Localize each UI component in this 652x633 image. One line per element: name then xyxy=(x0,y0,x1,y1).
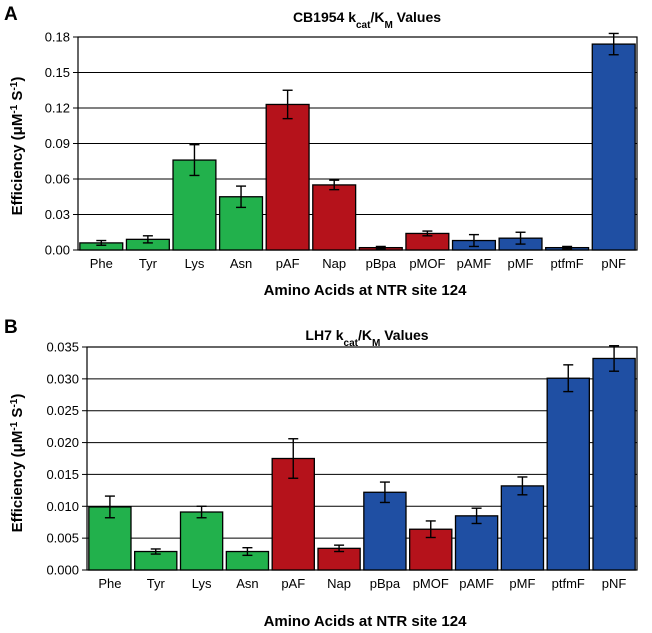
panel-a-category-label: Nap xyxy=(322,256,346,271)
panel-a-category-label: pNF xyxy=(601,256,626,271)
panel-b-y-tick-label: 0.000 xyxy=(46,563,79,578)
panel-b-category-label: Tyr xyxy=(147,576,166,591)
panel-b-letter: B xyxy=(4,317,18,338)
panel-a-title: CB1954 kcat/KM Values xyxy=(293,9,441,31)
panel-b-bar-lys xyxy=(179,511,224,571)
panel-a-category-label: pAF xyxy=(276,256,300,271)
panel-b-x-axis-label: Amino Acids at NTR site 124 xyxy=(264,613,467,630)
panel-b-category-label: Asn xyxy=(236,576,258,591)
panel-a-y-tick-label: 0.06 xyxy=(45,172,70,187)
panel-a-category-label: pMOF xyxy=(409,256,445,271)
panel-a-category-label: pAMF xyxy=(457,256,492,271)
panel-a-y-tick-label: 0.12 xyxy=(45,101,70,116)
panel-b-plot-area: 0.000 0.005 0.010 0.015 0.020 0.025 0.030 0.035… xyxy=(46,340,638,591)
panel-b-y-tick-label: 0.035 xyxy=(46,340,79,355)
panel-b-y-tick-label: 0.025 xyxy=(46,403,79,418)
panel-b-y-tick-label: 0.015 xyxy=(46,467,79,482)
panel-a-category-label: pBpa xyxy=(366,256,397,271)
panel-a-category-label: ptfmF xyxy=(551,256,584,271)
panel-a-x-axis-label: Amino Acids at NTR site 124 xyxy=(264,282,467,299)
panel-b-bar-pnf xyxy=(592,357,636,571)
panel-b-bar-ptfmf xyxy=(546,377,590,571)
panel-b-y-tick-label: 0.020 xyxy=(46,435,79,450)
panel-b-category-label: Nap xyxy=(327,576,351,591)
panel-b-category-label: pBpa xyxy=(370,576,401,591)
panel-b-y-axis-label: Efficiency (μM-1 S-1) xyxy=(9,394,27,533)
panel-b-category-label: Lys xyxy=(192,576,212,591)
panel-b-category-label: pMOF xyxy=(413,576,449,591)
panel-a-category-label: Asn xyxy=(230,256,252,271)
panel-b-category-label: pAF xyxy=(281,576,305,591)
panel-a-y-tick-label: 0.18 xyxy=(45,30,70,45)
panel-b-category-label: pAMF xyxy=(459,576,494,591)
panel-a-bar-paf xyxy=(265,103,310,251)
panel-a-bar-pnf xyxy=(591,43,636,251)
panel-b-plot-frame xyxy=(86,346,638,571)
panel-a-category-label: pMF xyxy=(508,256,534,271)
panel-b-bar-pbpa xyxy=(363,491,407,571)
panel-a: A CB1954 kcat/KM Values Efficiency (μM-1… xyxy=(4,4,638,299)
panel-a-y-axis-label: Efficiency (μM-1 S-1) xyxy=(9,77,27,216)
panel-a-category-label: Lys xyxy=(185,256,205,271)
panel-b-bar-pmf xyxy=(500,485,545,571)
panel-a-category-label: Phe xyxy=(90,256,113,271)
panel-b-bar-pamf xyxy=(454,515,499,571)
panel-a-y-tick-label: 0.00 xyxy=(45,243,70,258)
panel-a-y-tick-label: 0.09 xyxy=(45,136,70,151)
panel-a-bar-lys xyxy=(172,159,217,251)
panel-b-y-tick-label: 0.010 xyxy=(46,499,79,514)
panel-a-plot-frame xyxy=(77,36,638,251)
panel-b-y-tick-label: 0.005 xyxy=(46,531,79,546)
panel-b-y-tick-label: 0.030 xyxy=(46,371,79,386)
panel-a-bar-nap xyxy=(312,184,357,251)
panel-b: B LH7 kcat/KM Values Efficiency (μM-1 S-… xyxy=(4,317,638,630)
panel-b-category-label: pMF xyxy=(509,576,535,591)
panel-a-letter: A xyxy=(4,4,18,25)
panel-a-category-label: Tyr xyxy=(139,256,158,271)
panel-a-plot-area: 0.00 0.03 0.06 0.09 0.12 0.15 0.18 Phe Tyr Lys Asn… xyxy=(45,30,638,271)
panel-b-category-label: pNF xyxy=(602,576,627,591)
panel-a-y-tick-label: 0.03 xyxy=(45,207,70,222)
panel-b-category-label: Phe xyxy=(98,576,121,591)
panel-a-y-tick-label: 0.15 xyxy=(45,65,70,80)
panel-b-category-label: ptfmF xyxy=(552,576,585,591)
panel-b-title: LH7 kcat/KM Values xyxy=(305,327,428,349)
